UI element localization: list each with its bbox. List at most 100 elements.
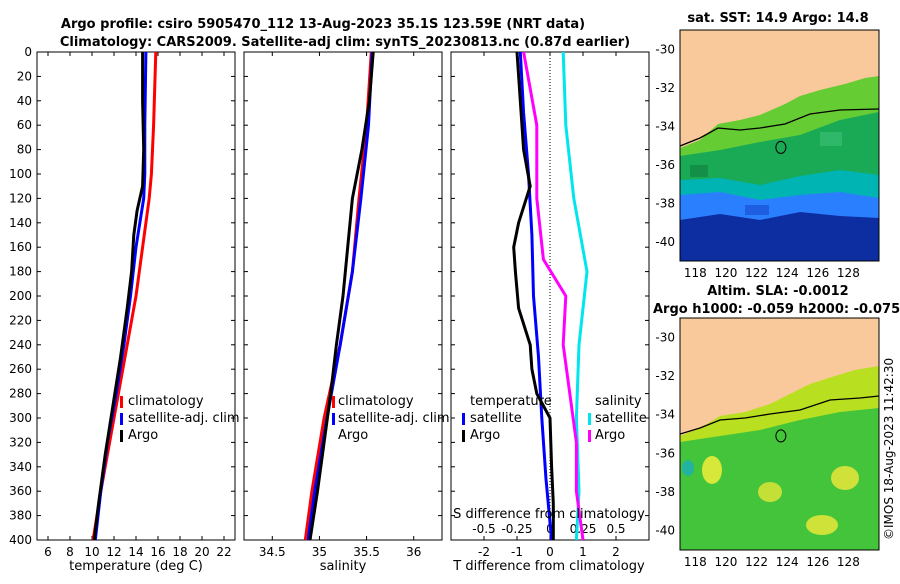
sla-y-tick-label: -30 <box>655 330 675 344</box>
x-tick-label: 22 <box>216 545 231 559</box>
depth-tick-label: 140 <box>9 216 32 230</box>
s-difference-xlabel: S difference from climatology <box>453 507 645 522</box>
sla-argo-marker <box>775 429 787 443</box>
sla-y-tick-label: -36 <box>655 446 675 460</box>
depth-tick-label: 300 <box>9 411 32 425</box>
sst-patch <box>820 132 842 146</box>
sla-y-tick-label: -32 <box>655 369 675 383</box>
x-tick-label: 0 <box>546 545 554 559</box>
depth-tick-label: 340 <box>9 460 32 474</box>
depth-tick-label: 80 <box>17 143 32 157</box>
depth-tick-label: 260 <box>9 362 32 376</box>
depth-tick-label: 100 <box>9 167 32 181</box>
sst-patch <box>745 205 769 215</box>
s-difference-tick-label: 0.5 <box>606 522 625 536</box>
salinity-xlabel: salinity <box>320 559 367 574</box>
sla-x-tick-label: 118 <box>684 555 707 569</box>
t-difference-xlabel: T difference from climatology <box>452 559 645 574</box>
sla-map-frame <box>679 317 880 551</box>
sst-y-tick-label: -38 <box>655 196 675 210</box>
legend-swatch-argo <box>120 430 123 442</box>
s-difference-tick-label: -0.5 <box>472 522 495 536</box>
s-difference-tick-label: -0.25 <box>501 522 532 536</box>
series-line-satellite-adj-clim <box>306 51 374 541</box>
x-tick-label: 1 <box>579 545 587 559</box>
sla-anomaly <box>758 482 782 502</box>
legend-swatch-climatology <box>332 396 335 408</box>
series-line-salinity-argo <box>522 51 585 541</box>
sla-map-title-2: Argo h1000: -0.059 h2000: -0.075 <box>653 302 900 317</box>
depth-tick-label: 40 <box>17 94 32 108</box>
x-tick-label: -1 <box>511 545 523 559</box>
sla-anomaly <box>806 515 838 535</box>
x-tick-label: 14 <box>128 545 143 559</box>
temperature-xlabel: temperature (deg C) <box>69 559 203 574</box>
sla-y-tick-label: -34 <box>655 408 675 422</box>
series-line-salinity-satellite <box>561 51 589 541</box>
x-tick-label: 20 <box>194 545 209 559</box>
sst-x-tick-label: 126 <box>806 266 829 280</box>
sst-x-tick-label: 128 <box>837 266 860 280</box>
legend-label-argo: Argo <box>338 428 368 443</box>
depth-tick-label: 160 <box>9 240 32 254</box>
x-tick-label: 12 <box>106 545 121 559</box>
sla-y-tick-label: -40 <box>655 524 675 538</box>
x-tick-label: -2 <box>478 545 490 559</box>
depth-tick-label: 20 <box>17 69 32 83</box>
depth-tick-label: 120 <box>9 191 32 205</box>
sst-x-tick-label: 122 <box>745 266 768 280</box>
sla-anomaly <box>831 466 859 490</box>
legend-label-satellite: satellite-adj. clim <box>128 411 240 426</box>
sla-isobath <box>680 395 879 435</box>
sst-map-title: sat. SST: 14.9 Argo: 14.8 <box>687 11 868 26</box>
legend-label-satellite: satellite-adj. clim <box>338 411 450 426</box>
x-tick-label: 10 <box>84 545 99 559</box>
sst-cold-water <box>680 212 879 261</box>
x-tick-label: 2 <box>612 545 620 559</box>
depth-tick-label: 0 <box>24 45 32 59</box>
sla-x-tick-label: 128 <box>837 555 860 569</box>
legend-swatch-t-satellite <box>462 413 465 425</box>
legend-label-argo: Argo <box>128 428 158 443</box>
x-tick-label: 34.5 <box>259 545 286 559</box>
depth-tick-label: 240 <box>9 338 32 352</box>
legend-label-climatology: climatology <box>128 394 204 409</box>
sla-map-title-1: Altim. SLA: -0.0012 <box>707 284 848 299</box>
sst-x-tick-label: 124 <box>776 266 799 280</box>
depth-tick-label: 380 <box>9 509 32 523</box>
legend-swatch-satellite <box>332 413 335 425</box>
legend-label-s-satellite: satellite <box>595 411 647 426</box>
depth-tick-label: 320 <box>9 435 32 449</box>
depth-tick-label: 280 <box>9 387 32 401</box>
x-tick-label: 6 <box>44 545 52 559</box>
depth-tick-label: 200 <box>9 289 32 303</box>
legend-label-t-satellite: satellite <box>470 411 522 426</box>
legend-label-climatology: climatology <box>338 394 414 409</box>
sla-anomaly <box>702 456 722 484</box>
sst-map <box>680 30 879 261</box>
sst-argo-marker <box>775 140 787 154</box>
sst-y-tick-label: -32 <box>655 81 675 95</box>
x-tick-label: 35.5 <box>353 545 380 559</box>
depth-tick-label: 180 <box>9 265 32 279</box>
sla-anomaly <box>682 460 694 476</box>
sla-x-tick-label: 124 <box>776 555 799 569</box>
legend-swatch-satellite <box>120 413 123 425</box>
series-line-argo <box>92 52 146 541</box>
legend-swatch-climatology <box>120 396 123 408</box>
x-tick-label: 8 <box>66 545 74 559</box>
x-tick-label: 36 <box>406 545 421 559</box>
sla-x-tick-label: 122 <box>745 555 768 569</box>
x-tick-label: 35 <box>312 545 327 559</box>
sla-map <box>680 318 879 550</box>
depth-tick-label: 220 <box>9 313 32 327</box>
legend-label-t-argo: Argo <box>470 428 500 443</box>
series-line-temperature-satellite <box>518 51 554 541</box>
imos-credit: ©IMOS 18-Aug-2023 11:42:30 <box>882 358 896 540</box>
depth-tick-label: 60 <box>17 118 32 132</box>
difference-legend: temperature satellite Argo salinity sate… <box>462 394 647 443</box>
temperature-legend: climatology satellite-adj. clim Argo <box>120 394 240 443</box>
x-tick-label: 16 <box>150 545 165 559</box>
x-tick-label: 18 <box>172 545 187 559</box>
